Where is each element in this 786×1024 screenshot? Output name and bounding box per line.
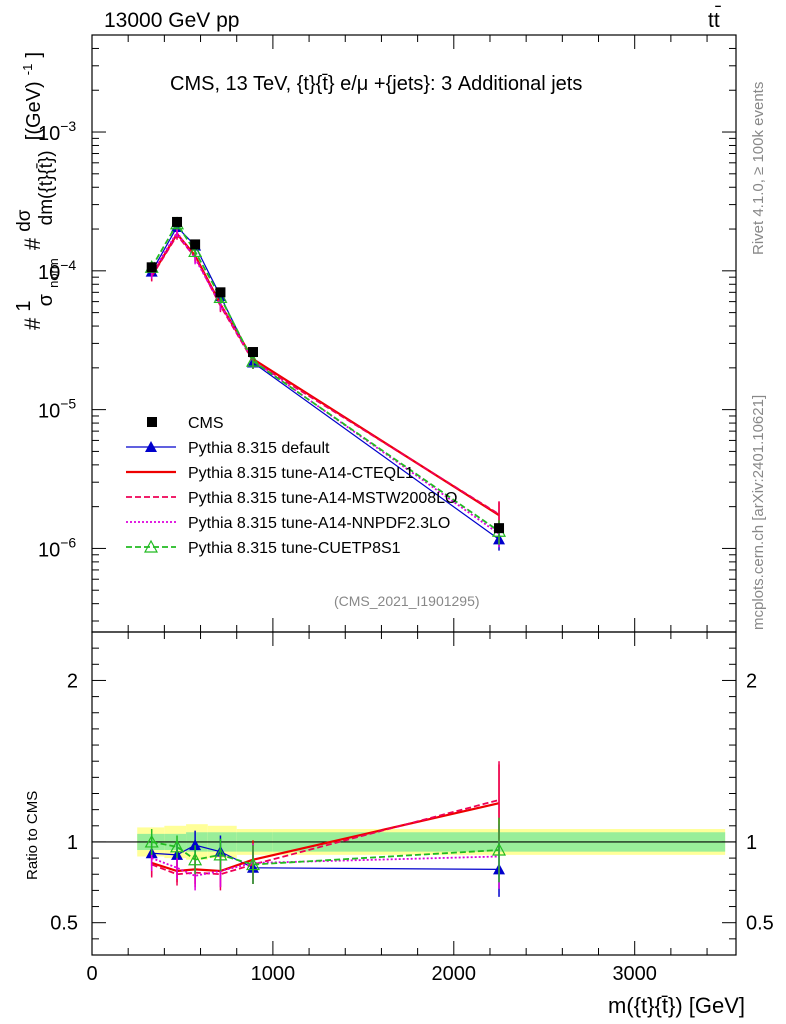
x-tick-label: 2000 (432, 963, 477, 985)
data-points-layer (146, 216, 505, 534)
analysis-id: (CMS_2021_I1901295) (334, 593, 480, 609)
header-process-bar: ̄ (715, 5, 721, 8)
mcplots-label: mcplots.cern.ch [arXiv:2401.10621] (750, 395, 767, 630)
series-line-main-2 (150, 233, 500, 515)
ratio-y-axis-label: Ratio to CMS (24, 791, 41, 880)
series-line-main-0 (151, 225, 500, 540)
legend-marker-4 (143, 539, 159, 553)
main-axis-ticks: 10−3 10−4 10−5 10−6 (38, 34, 736, 622)
ylabel-exp: -1 (20, 64, 35, 76)
ylabel-norm: norm (46, 258, 61, 288)
x-axis-label: m({t}{t̄}) [GeV] (608, 993, 745, 1018)
ylabel-dm: dm({t}{t̄}) (36, 150, 57, 225)
series-line-ratio-0 (151, 844, 500, 871)
ylabel-close: ] (23, 52, 45, 58)
data-point (172, 216, 183, 227)
legend-label: Pythia 8.315 tune-A14-MSTW2008LO (188, 490, 457, 507)
legend-label: CMS (188, 415, 224, 432)
plot-title: CMS, 13 TeV, {t}{t̄} e/μ +{jets}: 3 Addi… (170, 73, 582, 95)
series-point-ratio-4 (492, 842, 507, 856)
series-line-ratio-1 (151, 802, 500, 873)
svg-text:# 1 σ norm: # 1 σ norm # dσ dm({t}{t̄}) [(GeV) -1 ] (10, 52, 63, 330)
y-axis-label: # 1 σ norm # dσ dm({t}{t̄}) [(GeV) -1 ] (10, 52, 63, 330)
legend-label: Pythia 8.315 default (188, 440, 330, 457)
ratio-axis-ticks: 0.5 0.5 1 1 2 2 (50, 647, 774, 940)
series-point-ratio-4 (188, 852, 203, 866)
legend-label: Pythia 8.315 tune-CUETP8S1 (188, 540, 401, 557)
y-tick-label: 10−5 (38, 396, 76, 423)
ratio-tick-label-right: 2 (746, 670, 757, 692)
x-tick-label: 0 (86, 963, 97, 985)
series-point-ratio-4 (213, 847, 228, 861)
data-point (494, 523, 505, 534)
legend-marker-0 (145, 441, 157, 452)
series-point-ratio-4 (144, 834, 159, 848)
series-point-main-4 (245, 353, 261, 367)
ratio-tick-label-left: 2 (67, 670, 78, 692)
data-point (215, 287, 226, 298)
legend-label: Pythia 8.315 tune-A14-CTEQL1 (188, 465, 414, 482)
series-line-main-3 (150, 230, 500, 535)
ylabel-units: [(GeV) (23, 81, 45, 140)
y-tick-label: 10−3 (38, 118, 76, 145)
ratio-tick-label-left: 1 (67, 832, 78, 854)
series-point-main-4 (188, 244, 203, 258)
series-point-ratio-4 (170, 839, 185, 853)
data-point (146, 262, 157, 273)
series-line-ratio-4 (151, 841, 500, 866)
ratio-tick-label-right: 0.5 (746, 913, 774, 935)
ylabel-one: 1 (13, 301, 35, 312)
rivet-version-label: Rivet 4.1.0, ≥ 100k events (750, 82, 767, 255)
ratio-series-layer (144, 761, 507, 897)
series-line-ratio-2 (151, 799, 500, 876)
y-tick-label: 10−6 (38, 534, 76, 561)
ratio-tick-label-right: 1 (746, 832, 757, 854)
ratio-tick-label-left: 0.5 (50, 913, 78, 935)
ratio-plot-frame (91, 631, 737, 956)
header-process-label: tt (708, 9, 720, 32)
ylabel-dsigma: dσ (14, 209, 35, 232)
data-point (190, 239, 201, 250)
legend-label: Pythia 8.315 tune-A14-NNPDF2.3LO (188, 515, 450, 532)
x-tick-label: 3000 (612, 963, 657, 985)
x-axis-ticks: 0 1000 2000 3000 (86, 35, 708, 985)
series-point-ratio-0 (189, 839, 202, 851)
legend-cms-marker (147, 417, 157, 427)
ylabel-sigma: σ (35, 293, 57, 306)
x-tick-label: 1000 (251, 963, 296, 985)
series-line-main-4 (150, 222, 500, 532)
series-point-ratio-4 (245, 857, 261, 871)
ylabel-hash1: # (20, 317, 45, 330)
ylabel-hash2: # (20, 237, 45, 250)
data-point (248, 347, 258, 358)
legend: CMS Pythia 8.315 default Pythia 8.315 tune… (126, 415, 457, 557)
y-tick-label: 10−4 (38, 257, 76, 284)
header-beam-label: 13000 GeV pp (104, 9, 239, 32)
